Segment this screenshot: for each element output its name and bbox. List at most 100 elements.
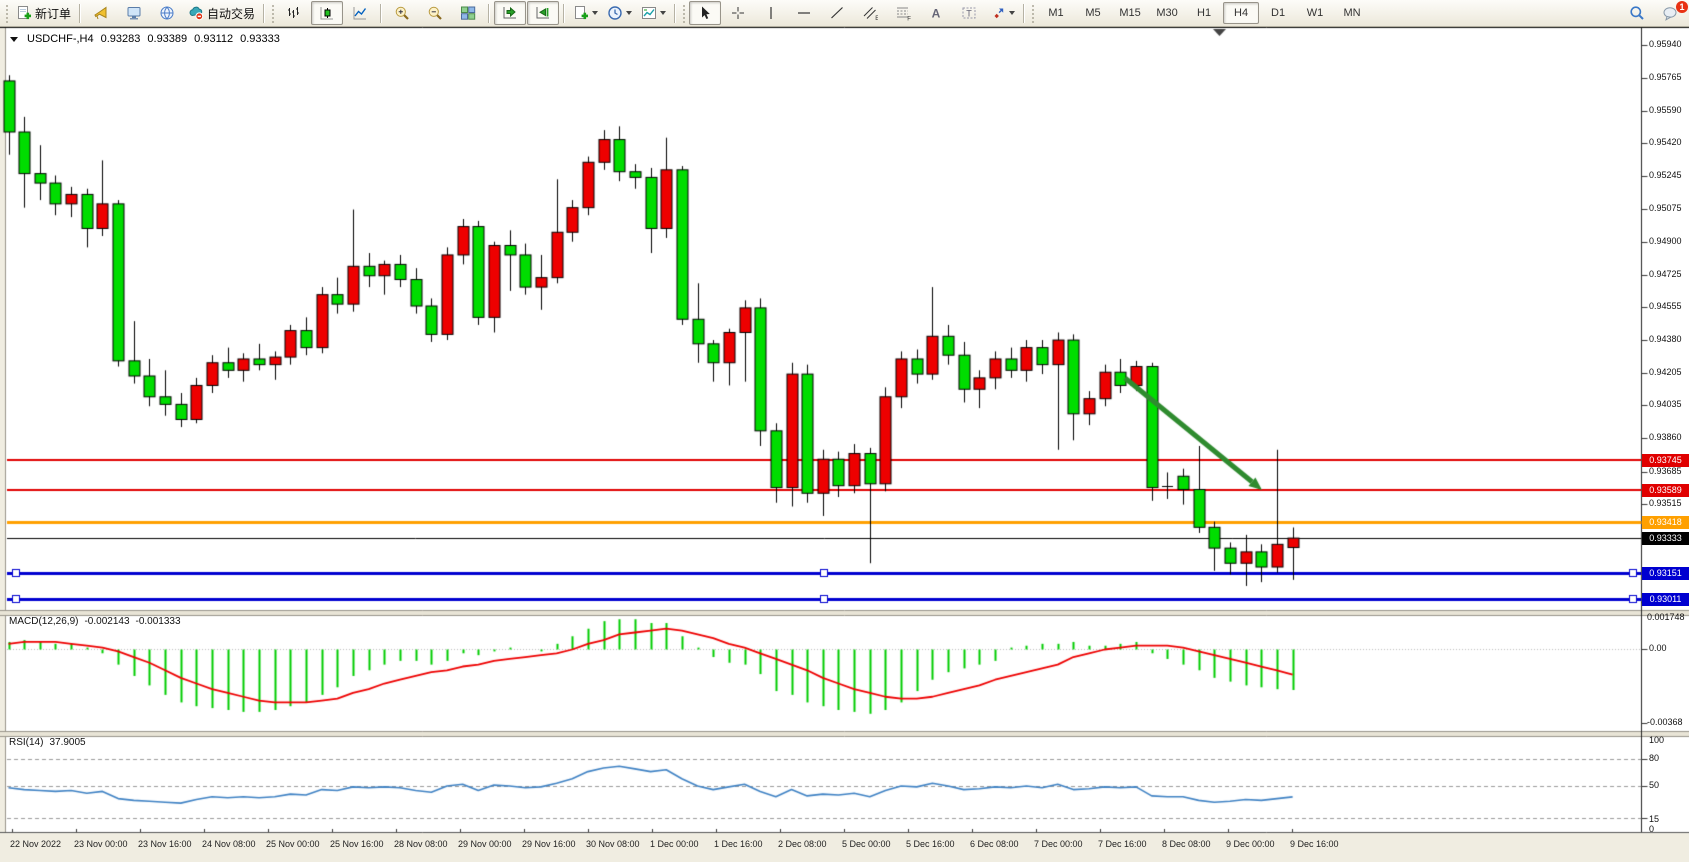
autotrading-label: 自动交易 (207, 6, 256, 21)
macd-signal-value: -0.001333 (135, 616, 181, 627)
dropdown-caret-icon (592, 11, 599, 15)
symbol-period: USDCHF-,H4 (27, 33, 94, 45)
rsi-indicator-label: RSI(14) 37.9005 (9, 737, 86, 748)
chart-title: USDCHF-,H4 0.93283 0.93389 0.93112 0.933… (10, 33, 280, 45)
toolbar-grip[interactable] (1031, 3, 1036, 23)
timeframe-button-m30[interactable]: M30 (1156, 7, 1178, 19)
auto-scroll-button[interactable] (494, 1, 527, 25)
equidistant-channel-button[interactable]: E (854, 1, 886, 25)
svg-text:E: E (875, 16, 878, 21)
monitor-icon (127, 7, 141, 20)
toolbar-separator (674, 3, 677, 23)
timeframe-button-m5[interactable]: M5 (1085, 7, 1101, 19)
chat-button[interactable]: 1 (1654, 1, 1688, 25)
bar-chart-icon (288, 7, 300, 18)
dropdown-caret-icon (1009, 11, 1016, 15)
chart-shift-button[interactable] (527, 1, 560, 25)
cursor-arrow-icon (702, 6, 710, 19)
macd-main-value: -0.002143 (84, 616, 130, 627)
toolbar-grip[interactable] (271, 3, 276, 23)
svg-text:T: T (966, 9, 972, 19)
chart-menu-caret-icon[interactable] (10, 36, 18, 42)
bar-chart-button[interactable] (278, 1, 310, 25)
text-label-icon: T (962, 7, 976, 19)
toolbar-grip[interactable] (682, 3, 687, 23)
indicators-icon (642, 7, 657, 19)
timeframe-button-m15[interactable]: M15 (1119, 7, 1141, 19)
autotrading-button[interactable]: 自动交易 (184, 1, 259, 25)
new-chart-button[interactable] (569, 1, 602, 25)
line-chart-button[interactable] (344, 1, 376, 25)
equidistant-channel-icon: E (863, 7, 878, 21)
trendline-button[interactable] (821, 1, 853, 25)
globe-icon (160, 6, 174, 20)
fibonacci-button[interactable]: F (887, 1, 919, 25)
chat-bubble-icon (1663, 7, 1677, 21)
arrows-button[interactable] (986, 1, 1019, 25)
zoom-in-icon (395, 6, 409, 20)
timeframe-toolbar: M1 M5 M15 M30 H1 H4 D1 W1 MN (1038, 2, 1370, 24)
horn-icon (94, 6, 107, 20)
candlestick-chart-icon (320, 7, 334, 20)
ohlc-close: 0.93333 (240, 33, 280, 45)
candlestick-chart-button[interactable] (311, 1, 344, 25)
timeframe-button-m1[interactable]: M1 (1048, 7, 1064, 19)
toolbar-separator (380, 3, 383, 23)
timeframe-button-w1[interactable]: W1 (1306, 7, 1324, 19)
indicators-button[interactable] (637, 1, 670, 25)
autotrading-cloud-icon (189, 6, 204, 21)
toolbar-separator (1023, 3, 1026, 23)
vertical-line-icon (770, 7, 772, 19)
notification-badge: 1 (1676, 1, 1688, 13)
arrows-icon (994, 8, 1004, 19)
search-icon (1630, 6, 1644, 20)
svg-text:F: F (907, 17, 911, 22)
crosshair-button[interactable] (722, 1, 754, 25)
timeframe-button-mn[interactable]: MN (1343, 7, 1361, 19)
text-icon: A (932, 7, 941, 21)
toolbar-separator (263, 3, 266, 23)
horizontal-line-button[interactable] (788, 1, 820, 25)
new-order-label: 新订单 (35, 6, 72, 21)
line-chart-icon (353, 7, 367, 20)
zoom-in-button[interactable] (386, 1, 418, 25)
text-button[interactable]: A (920, 1, 952, 25)
horizontal-line-icon (798, 12, 811, 14)
ohlc-open: 0.93283 (100, 33, 141, 45)
mql5-button[interactable] (151, 1, 183, 25)
dropdown-caret-icon (660, 11, 667, 15)
toolbar-grip[interactable] (5, 3, 9, 23)
cursor-button[interactable] (689, 1, 722, 25)
vertical-line-button[interactable] (755, 1, 787, 25)
zoom-out-icon (428, 6, 442, 20)
toolbar-separator (563, 3, 566, 23)
sound-button[interactable] (85, 1, 117, 25)
new-chart-icon (575, 6, 589, 20)
terminal-button[interactable] (118, 1, 150, 25)
timeframe-button-d1[interactable]: D1 (1271, 7, 1286, 19)
rsi-value: 37.9005 (49, 737, 86, 748)
zoom-out-button[interactable] (419, 1, 451, 25)
macd-indicator-label: MACD(12,26,9) -0.002143 -0.001333 (9, 616, 181, 627)
svg-text:A: A (932, 7, 941, 21)
timeframe-button-h4[interactable]: H4 (1223, 2, 1260, 24)
ohlc-high: 0.93389 (147, 33, 188, 45)
tile-windows-icon (461, 6, 476, 20)
clock-icon (608, 6, 622, 20)
new-order-icon (18, 6, 31, 20)
toolbar: 新订单 自动交易 (0, 0, 1689, 27)
dropdown-caret-icon (626, 11, 633, 15)
tile-windows-button[interactable] (452, 1, 484, 25)
chart-shift-icon (536, 7, 550, 19)
macd-name: MACD(12,26,9) (9, 616, 79, 627)
fibonacci-icon: F (897, 7, 911, 22)
toolbar-separator (79, 3, 82, 23)
text-label-button[interactable]: T (953, 1, 985, 25)
search-button[interactable] (1621, 1, 1653, 25)
new-order-button[interactable]: 新订单 (12, 1, 75, 25)
periodicity-button[interactable] (603, 1, 636, 25)
timeframe-button-h1[interactable]: H1 (1197, 7, 1212, 19)
toolbar-separator (488, 3, 491, 23)
crosshair-icon (732, 7, 745, 19)
